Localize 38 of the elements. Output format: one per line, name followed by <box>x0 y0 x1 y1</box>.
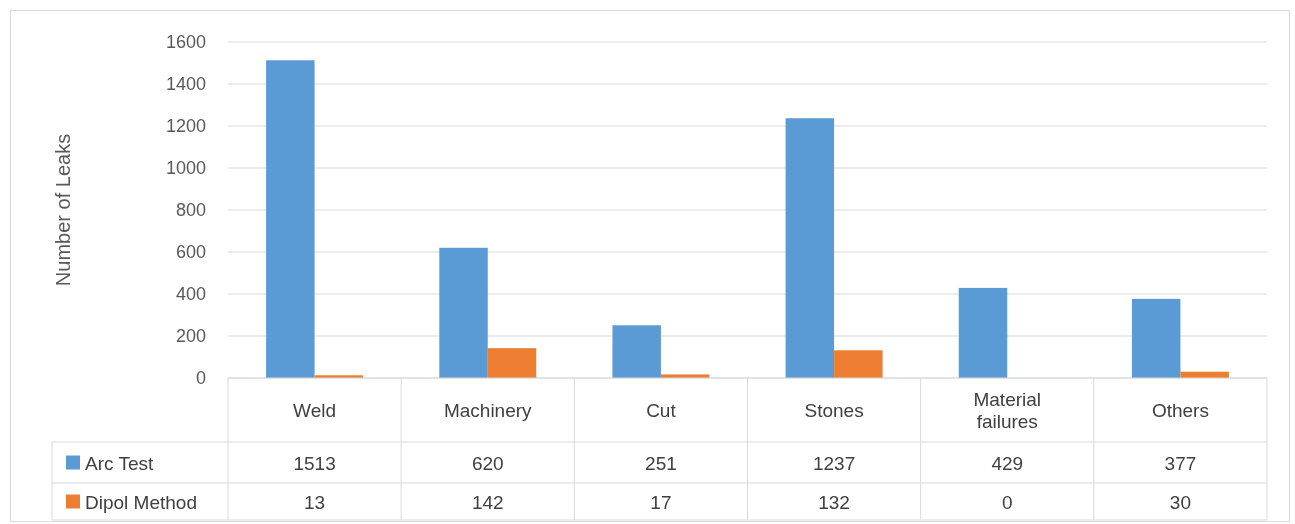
x-tick-label: Weld <box>293 400 337 421</box>
data-label: 1237 <box>812 452 856 474</box>
y-axis-title: Number of Leaks <box>52 133 74 287</box>
y-tick-label: 200 <box>175 326 206 347</box>
x-tick-label: Machinery <box>443 400 533 421</box>
data-label: 429 <box>991 452 1024 474</box>
data-label: 30 <box>1169 491 1191 513</box>
data-label: 13 <box>304 491 326 513</box>
y-tick-label: 1400 <box>165 74 206 95</box>
x-tick-label: Others <box>1151 400 1209 421</box>
data-label: 17 <box>650 491 672 513</box>
bar <box>785 118 835 378</box>
data-label: 377 <box>1164 452 1197 474</box>
data-label: 620 <box>471 452 504 474</box>
bar <box>439 247 488 378</box>
y-tick-label: 1600 <box>165 32 206 53</box>
x-tick-label: Material failures <box>973 389 1042 432</box>
y-tick-label: 800 <box>175 200 206 221</box>
bar <box>834 350 883 378</box>
data-label: 251 <box>645 452 677 474</box>
bar <box>487 348 537 378</box>
x-tick-label: Stones <box>804 400 864 421</box>
x-tick-label: Cut <box>646 400 677 421</box>
y-tick-label: 1200 <box>165 116 206 137</box>
bar <box>958 287 1008 378</box>
bar <box>1131 298 1181 378</box>
y-tick-label: 600 <box>175 242 206 263</box>
data-label: 1513 <box>293 452 336 474</box>
y-tick-label: 0 <box>195 368 206 389</box>
data-label: 142 <box>471 491 504 513</box>
y-tick-label: 1000 <box>165 158 206 179</box>
bar <box>266 60 315 378</box>
legend-label: Dipol Method <box>85 491 197 513</box>
data-label: 0 <box>1001 491 1013 513</box>
legend-label: Arc Test <box>85 452 154 474</box>
data-label: 132 <box>818 491 850 513</box>
y-tick-label: 400 <box>175 284 206 305</box>
bar <box>612 325 661 378</box>
